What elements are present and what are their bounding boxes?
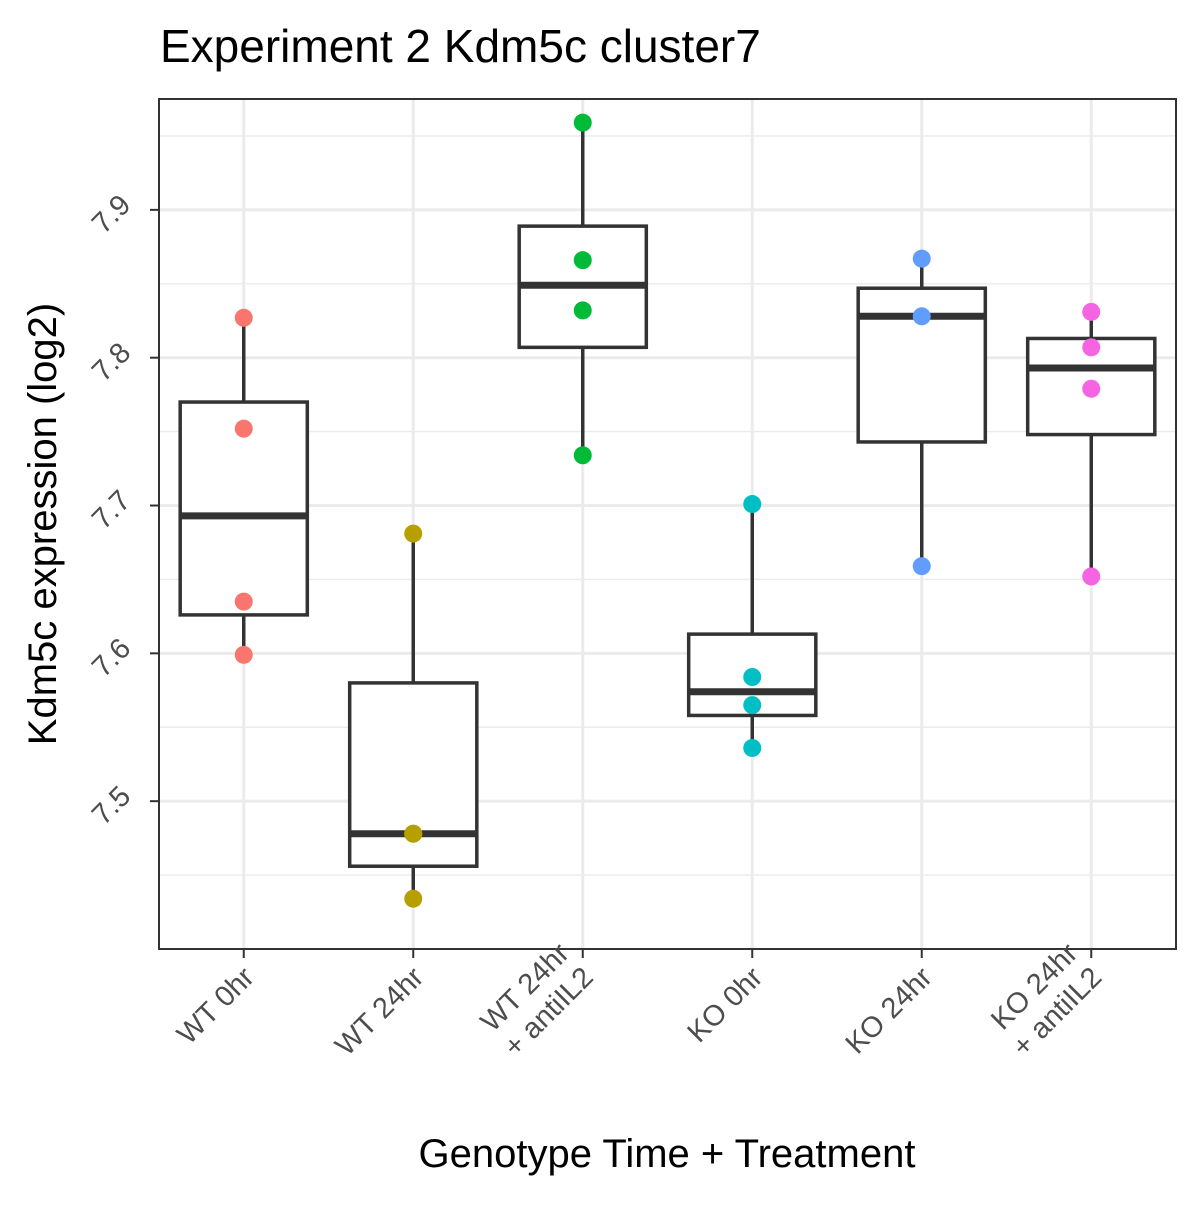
- y-tick-label: 7.9: [86, 189, 137, 240]
- data-point: [573, 301, 592, 320]
- data-point: [404, 524, 423, 543]
- data-point: [743, 668, 762, 686]
- x-tick-label: KO 0hr: [682, 961, 770, 1049]
- data-point: [234, 419, 253, 438]
- data-point: [573, 113, 592, 132]
- data-point: [743, 495, 762, 514]
- data-point: [573, 251, 592, 270]
- x-tick-label: KO 24hr+ antiIL2: [982, 937, 1108, 1063]
- plot-panel-background: [159, 99, 1176, 949]
- chart-title: Experiment 2 Kdm5c cluster7: [160, 20, 761, 72]
- x-tick-label-line: KO 0hr: [682, 961, 770, 1049]
- plot-panel-border: [158, 98, 1177, 950]
- data-point: [1082, 338, 1101, 357]
- x-tick-label: WT 24hr: [329, 961, 430, 1062]
- y-tick-label: 7.7: [86, 485, 137, 536]
- data-point: [234, 308, 253, 327]
- data-point: [1082, 379, 1101, 398]
- x-tick-label: WT 24hr+ antiIL2: [474, 937, 600, 1063]
- y-tick-label: 7.6: [86, 632, 137, 683]
- data-point: [234, 645, 253, 664]
- data-point: [743, 696, 762, 715]
- data-point: [573, 446, 592, 465]
- data-point: [912, 557, 931, 576]
- data-point: [912, 249, 931, 268]
- x-tick-label-line: KO 24hr: [840, 961, 939, 1060]
- data-point: [743, 738, 762, 757]
- x-tick-label: KO 24hr: [840, 961, 939, 1060]
- x-tick-label: WT 0hr: [171, 961, 261, 1051]
- data-point: [404, 824, 423, 843]
- data-point: [404, 889, 423, 908]
- x-tick-label-line: WT 24hr: [329, 961, 430, 1062]
- data-point: [912, 307, 931, 326]
- y-tick-label: 7.5: [86, 780, 137, 831]
- y-axis-title: Kdm5c expression (log2): [21, 303, 65, 745]
- data-point: [1082, 567, 1101, 586]
- data-point: [234, 592, 253, 611]
- x-axis-title: Genotype Time + Treatment: [419, 1132, 916, 1176]
- y-tick-label: 7.8: [86, 337, 137, 388]
- data-point: [1082, 302, 1101, 321]
- x-tick-label-line: WT 0hr: [171, 961, 261, 1051]
